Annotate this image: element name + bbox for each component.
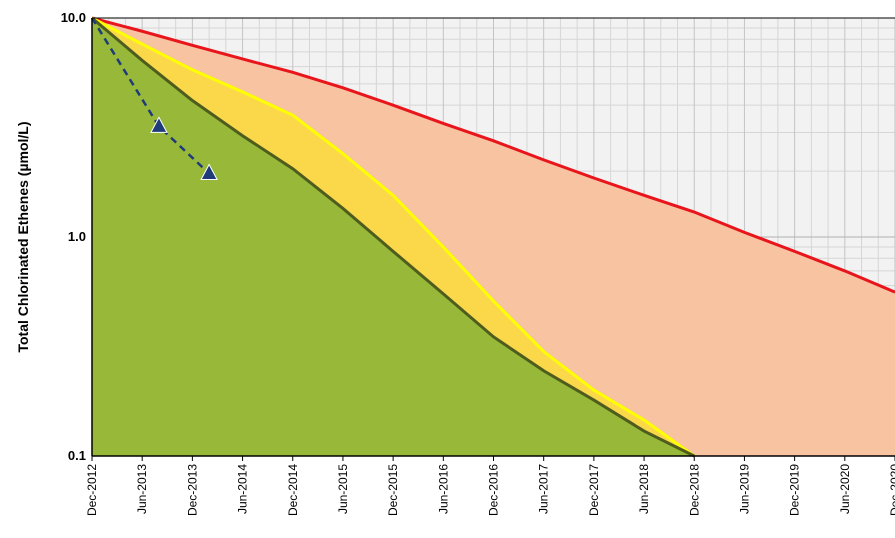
x-tick-label: Jun-2019 [737,464,751,514]
x-tick-label: Jun-2015 [336,464,350,514]
x-tick-label: Dec-2014 [286,464,300,516]
x-tick-label: Dec-2019 [788,464,802,516]
x-tick-label: Dec-2020 [888,464,895,516]
y-axis-label: Total Chlorinated Ethenes (µmol/L) [15,121,31,352]
line [91,16,895,294]
x-tick-label: Dec-2012 [85,464,99,516]
marker [200,163,218,180]
x-tick-label: Dec-2018 [687,464,701,516]
x-tick-label: Jun-2014 [236,464,250,514]
x-tick-label: Dec-2017 [587,464,601,516]
x-tick-label: Jun-2013 [135,464,149,514]
y-tick-label: 10.0 [61,10,86,25]
x-tick-label: Jun-2018 [637,464,651,514]
area [92,18,695,456]
x-tick-label: Jun-2017 [537,464,551,514]
marker [150,116,168,133]
x-tick-label: Jun-2016 [436,464,450,514]
y-tick-label: 0.1 [68,448,86,463]
x-tick-label: Jun-2020 [838,464,852,514]
x-tick-label: Dec-2016 [487,464,501,516]
line [91,16,695,458]
x-tick-label: Dec-2013 [185,464,199,516]
line [91,16,696,458]
line [90,17,210,175]
x-tick-label: Dec-2015 [386,464,400,516]
y-tick-label: 1.0 [68,229,86,244]
